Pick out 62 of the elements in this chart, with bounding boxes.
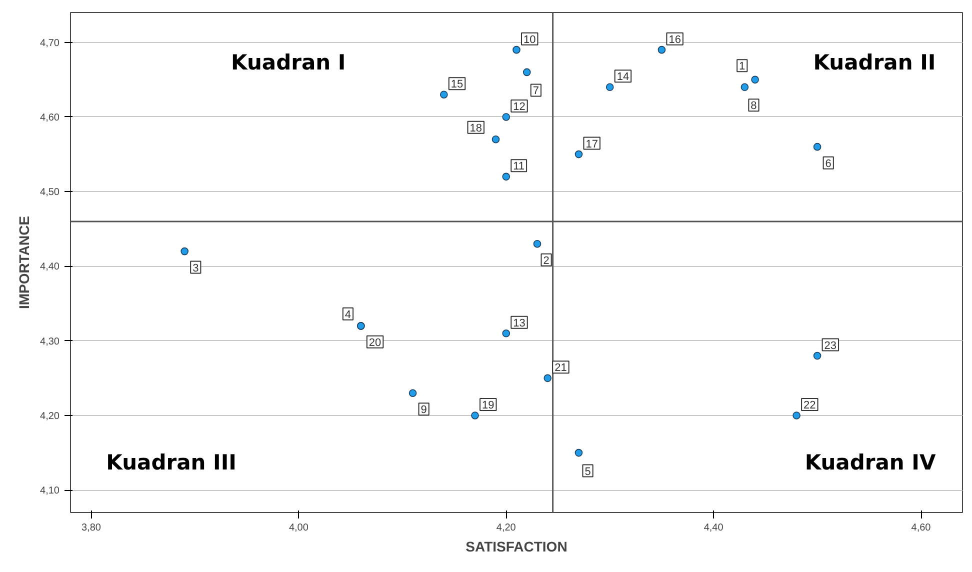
point: [751, 76, 759, 84]
annotation: 4: [344, 308, 352, 321]
annotation: 3: [192, 262, 199, 274]
y-tick-label: 4,70: [40, 38, 60, 49]
point: [408, 389, 417, 397]
y-tick-label: 4,10: [40, 486, 60, 497]
point: [512, 46, 520, 54]
annotation: 16: [668, 34, 681, 46]
y-tick-label: 4,50: [40, 187, 60, 198]
point: [180, 247, 188, 256]
annotation: 22: [804, 399, 816, 412]
x-tick-label: 4,60: [911, 522, 932, 534]
annotation: 15: [450, 78, 464, 91]
annotation: 8: [750, 100, 757, 112]
point: [813, 142, 822, 151]
x-tick-label: 4,00: [288, 522, 309, 534]
annotation: Kuadran II: [813, 50, 936, 74]
point: [606, 83, 614, 92]
annotation: 5: [584, 466, 591, 478]
annotation: 6: [825, 158, 832, 170]
point: [502, 172, 510, 181]
point: [492, 135, 500, 144]
y-tick-label: 4,20: [40, 410, 60, 422]
x-axis-title: SATISFACTION: [466, 538, 568, 554]
point: [792, 412, 800, 420]
annotation: Kuadran IV: [804, 450, 936, 474]
x-tick-label: 4,20: [496, 522, 516, 534]
annotation: 14: [616, 71, 630, 84]
annotation: 13: [513, 317, 526, 330]
x-tick-label: 4,40: [704, 522, 724, 534]
point: [658, 46, 666, 54]
point: [440, 90, 448, 98]
point: [544, 374, 552, 382]
point: [574, 150, 583, 158]
annotation: 17: [586, 138, 598, 150]
annotation: 19: [482, 399, 494, 412]
annotation: Kuadran I: [231, 50, 346, 74]
annotation: 21: [554, 362, 567, 374]
annotation: 9: [420, 404, 427, 416]
point: [740, 83, 749, 92]
point: [502, 330, 510, 338]
annotation: 7: [532, 85, 539, 98]
annotation: 23: [824, 340, 837, 352]
annotation: 11: [513, 160, 525, 173]
point: [574, 448, 583, 457]
annotation: 1: [739, 60, 746, 73]
annotation: 18: [470, 122, 482, 134]
y-tick-label: 4,40: [40, 262, 60, 273]
y-axis-title: IMPORTANCE: [16, 216, 32, 310]
point: [813, 352, 822, 360]
x-tick-label: 3,80: [82, 522, 102, 534]
annotation: 20: [368, 336, 382, 349]
annotation: 12: [513, 100, 526, 113]
y-tick-label: 4,60: [40, 112, 60, 124]
point: [522, 68, 531, 76]
point: [502, 113, 510, 121]
point: [533, 240, 542, 248]
annotation: Kuadran III: [106, 450, 236, 474]
y-tick-label: 4,30: [40, 336, 60, 348]
point: [471, 412, 479, 420]
annotation: 2: [543, 254, 550, 267]
annotation: 10: [524, 34, 536, 46]
